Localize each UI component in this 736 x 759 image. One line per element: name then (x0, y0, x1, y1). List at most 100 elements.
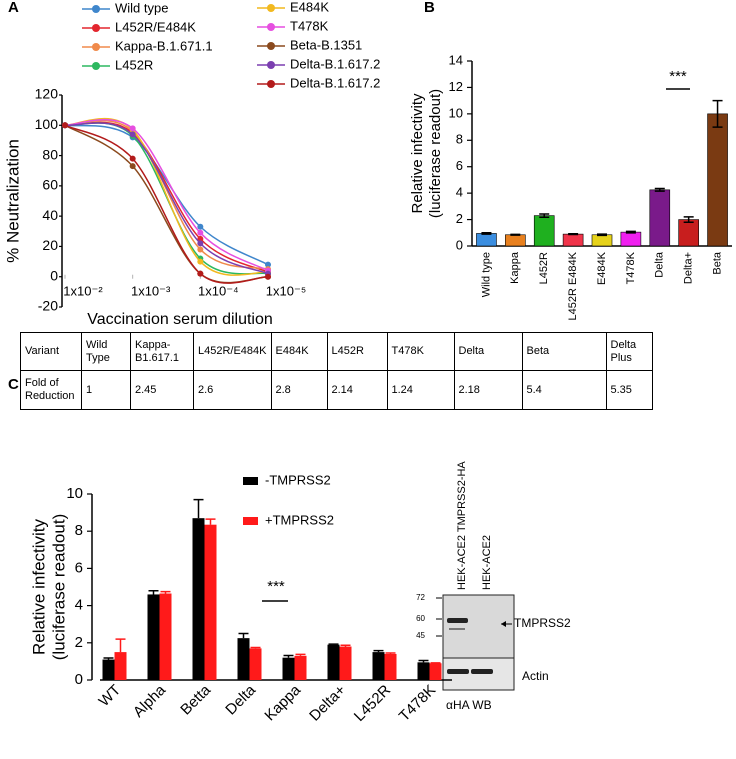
y-tick-label: 0 (75, 671, 83, 688)
bar (678, 219, 699, 247)
x-tick-label: Delta (654, 251, 666, 278)
bar (505, 234, 526, 247)
bar (327, 644, 340, 680)
cell: 2.6 (193, 370, 272, 410)
lane-label: HEK-ACE2 TMPRSS2-HA (456, 461, 468, 590)
error-bar (295, 653, 306, 656)
annotation: *** (669, 68, 687, 85)
data-point (197, 246, 204, 253)
y-tick-label: 12 (449, 79, 463, 94)
data-point (129, 131, 136, 138)
cell: 2.45 (130, 370, 194, 410)
cell: Wild Type (81, 332, 131, 371)
y-tick-label: 8 (456, 132, 463, 147)
cell: 1 (81, 370, 131, 410)
fold-table: Variant Wild Type Kappa-B1.617.1 L452R/E… (20, 332, 653, 410)
cell: 1.24 (386, 370, 455, 410)
y-axis-label: Relative infectivity (409, 93, 426, 214)
y-tick-label: 6 (456, 158, 463, 173)
bar (294, 655, 307, 680)
cell: L452R (326, 332, 388, 371)
y-tick-label: 4 (75, 597, 83, 614)
x-tick-label: WT (96, 682, 125, 711)
cell: T478K (386, 332, 455, 371)
legend-swatch (243, 477, 258, 485)
data-point (129, 163, 136, 170)
bar (417, 662, 430, 680)
data-point (265, 261, 271, 268)
y-tick-label: 6 (75, 559, 83, 576)
y-tick-label: 120 (35, 86, 59, 102)
y-tick-label: 8 (75, 522, 83, 539)
bar (339, 646, 352, 680)
series-line (64, 124, 269, 284)
legend-label: Delta-B.1.617.2 (290, 75, 380, 90)
legend-swatch (267, 4, 275, 12)
table-row: Fold of Reduction 1 2.45 2.6 2.8 2.14 1.… (20, 370, 653, 410)
x-tick-label: 1x10⁻³ (131, 283, 171, 298)
bar (159, 593, 172, 680)
legend-label: +TMPRSS2 (265, 512, 334, 527)
error-bar (654, 187, 665, 192)
x-tick-label: Alpha (130, 681, 170, 721)
data-point (129, 125, 136, 132)
x-tick-label: Delta+ (306, 681, 349, 724)
error-bar (510, 233, 521, 236)
cell: E484K (270, 332, 328, 371)
legend-swatch (92, 43, 100, 51)
blot-membrane (442, 594, 515, 659)
y-tick-label: 14 (449, 52, 463, 67)
legend-label: Beta-B.1351 (290, 37, 362, 52)
y-tick-label: 0 (456, 237, 463, 252)
cell: Delta Plus (605, 332, 653, 371)
marker-label: 72 (416, 593, 425, 602)
annotation: *** (267, 578, 285, 595)
lane-label: HEK-ACE2 (481, 535, 493, 590)
x-tick-label: 1x10⁻² (63, 283, 103, 298)
cell: 2.14 (326, 370, 388, 410)
blot-band-actin (471, 669, 493, 674)
x-tick-label: E484K (596, 251, 608, 285)
error-bar (103, 657, 114, 660)
x-tick-label: L452R E484K (567, 251, 579, 320)
x-tick-label: Kappa (509, 251, 521, 284)
panel-label: A (8, 0, 19, 16)
marker-label: 60 (416, 614, 425, 623)
legend-swatch (92, 5, 100, 13)
legend-label: Wild type (115, 0, 168, 15)
legend-swatch (267, 80, 275, 88)
bar (249, 648, 262, 680)
legend-label: L452R/E484K (115, 19, 196, 34)
series-line (64, 124, 269, 266)
y-tick-label: 60 (42, 177, 58, 193)
bar (114, 652, 127, 680)
cell: 5.35 (605, 370, 653, 410)
y-tick-label: 20 (42, 237, 58, 253)
blot-band (447, 618, 468, 623)
series-line (64, 118, 269, 272)
blot-band-faint (449, 628, 465, 630)
x-tick-label: Betta (177, 681, 214, 718)
error-bar (481, 232, 492, 235)
blot-image (436, 594, 515, 691)
x-tick-label: 1x10⁻⁵ (266, 283, 306, 298)
panel-label: B (424, 0, 435, 16)
blot-caption: αHA WB (446, 698, 492, 712)
error-bar (160, 590, 171, 594)
x-tick-label: Beta (711, 251, 723, 275)
legend-label: Kappa-B.1.671.1 (115, 38, 213, 53)
error-bar (418, 659, 429, 663)
x-axis-label: Vaccination serum dilution (87, 311, 273, 328)
cell: Beta (521, 332, 607, 371)
legend-swatch (92, 24, 100, 32)
y-axis-label: (luciferase readout) (427, 89, 444, 218)
cell: 5.4 (521, 370, 607, 410)
cell: 2.18 (453, 370, 523, 410)
error-bar (340, 644, 351, 647)
table-header: Variant Wild Type Kappa-B1.617.1 L452R/E… (20, 332, 653, 371)
bar (533, 215, 555, 247)
arrow-head (501, 621, 506, 627)
legend-swatch (92, 62, 100, 70)
band-label: TMPRSS2 (514, 616, 571, 630)
